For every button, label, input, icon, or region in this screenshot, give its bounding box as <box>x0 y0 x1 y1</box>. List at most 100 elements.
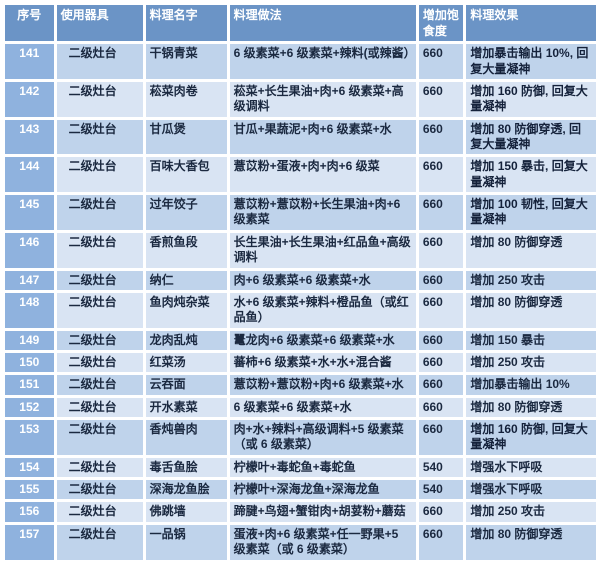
equipment-cell: 二级灶台 <box>56 524 143 560</box>
dish-name-cell: 深海龙鱼脍 <box>145 480 227 500</box>
equipment-cell: 二级灶台 <box>56 502 143 522</box>
table-row: 155 二级灶台 深海龙鱼脍 柠檬叶+深海龙鱼+深海龙鱼 540 增强水下呼吸 <box>5 480 596 500</box>
row-number-cell: 151 <box>5 375 54 395</box>
effect-cell: 增加 80 防御穿透 <box>466 292 596 328</box>
row-number-cell: 149 <box>5 330 54 350</box>
table-row: 150 二级灶台 红菜汤 蕃柿+6 级素菜+水+水+混合酱 660 增加 250 攻击 <box>5 352 596 373</box>
table-row: 141 二级灶台 干锅青菜 6 级素菜+6 级素菜+辣料(或辣酱） 660 增加暴击输出 … <box>5 44 596 79</box>
dish-name-cell: 干锅青菜 <box>145 44 227 79</box>
satiety-cell: 660 <box>418 119 464 155</box>
table-row: 151 二级灶台 云吞面 薏苡粉+薏苡粉+肉+6 级素菜+水 660 增加暴击输出 10% <box>5 375 596 395</box>
table-row: 146 二级灶台 香煎鱼段 长生果油+长生果油+红品鱼+高级调料 660 增加 80 防御… <box>5 232 596 268</box>
row-number-cell: 142 <box>5 81 54 117</box>
table-row: 145 二级灶台 过年饺子 薏苡粉+薏苡粉+长生果油+肉+6 级素菜 660 增加 100… <box>5 195 596 230</box>
header-cell: 料理做法 <box>229 5 416 42</box>
satiety-cell: 660 <box>418 397 464 418</box>
equipment-cell: 二级灶台 <box>56 232 143 268</box>
header-row: 序号 使用器具 料理名字 料理做法 增加饱食度 料理效果 <box>5 5 596 42</box>
effect-cell: 增加 150 暴击 <box>466 330 596 350</box>
recipe-cell: 柠檬叶+毒蛇鱼+毒蛇鱼 <box>229 457 416 478</box>
table-row: 143 二级灶台 甘瓜煲 甘瓜+果蔬泥+肉+6 级素菜+水 660 增加 80 防御穿透,… <box>5 119 596 155</box>
row-number-cell: 147 <box>5 270 54 290</box>
recipe-cell: 薏苡粉+薏苡粉+长生果油+肉+6 级素菜 <box>229 195 416 230</box>
effect-cell: 增强水下呼吸 <box>466 457 596 478</box>
dish-name-cell: 开水素菜 <box>145 397 227 418</box>
row-number-cell: 152 <box>5 397 54 418</box>
recipe-cell: 水+6 级素菜+辣料+橙品鱼（或红品鱼） <box>229 292 416 328</box>
table-row: 156 二级灶台 佛跳墙 蹄腱+鸟翅+蟹钳肉+胡荽粉+蘑菇 660 增加 250 攻击 <box>5 502 596 522</box>
table-row: 149 二级灶台 龙肉乱炖 鼍龙肉+6 级素菜+6 级素菜+水 660 增加 150 暴击 <box>5 330 596 350</box>
equipment-cell: 二级灶台 <box>56 292 143 328</box>
equipment-cell: 二级灶台 <box>56 375 143 395</box>
recipe-cell: 长生果油+长生果油+红品鱼+高级调料 <box>229 232 416 268</box>
recipe-cell: 菘菜+长生果油+肉+6 级素菜+高级调料 <box>229 81 416 117</box>
satiety-cell: 660 <box>418 44 464 79</box>
equipment-cell: 二级灶台 <box>56 420 143 455</box>
satiety-cell: 660 <box>418 352 464 373</box>
row-number-cell: 145 <box>5 195 54 230</box>
equipment-cell: 二级灶台 <box>56 44 143 79</box>
row-number-cell: 143 <box>5 119 54 155</box>
row-number-cell: 157 <box>5 524 54 560</box>
table-row: 152 二级灶台 开水素菜 6 级素菜+6 级素菜+水 660 增加 80 防御穿透 <box>5 397 596 418</box>
equipment-cell: 二级灶台 <box>56 330 143 350</box>
table-row: 154 二级灶台 毒舌鱼脍 柠檬叶+毒蛇鱼+毒蛇鱼 540 增强水下呼吸 <box>5 457 596 478</box>
recipe-cell: 甘瓜+果蔬泥+肉+6 级素菜+水 <box>229 119 416 155</box>
equipment-cell: 二级灶台 <box>56 457 143 478</box>
header-cell: 序号 <box>5 5 54 42</box>
satiety-cell: 660 <box>418 292 464 328</box>
row-number-cell: 146 <box>5 232 54 268</box>
table-row: 148 二级灶台 鱼肉炖杂菜 水+6 级素菜+辣料+橙品鱼（或红品鱼） 660 增加 80… <box>5 292 596 328</box>
dish-name-cell: 毒舌鱼脍 <box>145 457 227 478</box>
header-cell: 使用器具 <box>56 5 143 42</box>
satiety-cell: 660 <box>418 375 464 395</box>
effect-cell: 增加暴击输出 10%, 回复大量凝神 <box>466 44 596 79</box>
effect-cell: 增加 150 暴击, 回复大量凝神 <box>466 157 596 193</box>
dish-name-cell: 香炖兽肉 <box>145 420 227 455</box>
equipment-cell: 二级灶台 <box>56 119 143 155</box>
recipe-cell: 柠檬叶+深海龙鱼+深海龙鱼 <box>229 480 416 500</box>
recipe-cell: 蕃柿+6 级素菜+水+水+混合酱 <box>229 352 416 373</box>
recipe-cell: 薏苡粉+蛋液+肉+肉+6 级菜 <box>229 157 416 193</box>
row-number-cell: 141 <box>5 44 54 79</box>
recipe-cell: 蛋液+肉+6 级素菜+任一野果+5 级素菜（或 6 级素菜） <box>229 524 416 560</box>
dish-name-cell: 菘菜肉卷 <box>145 81 227 117</box>
satiety-cell: 660 <box>418 420 464 455</box>
equipment-cell: 二级灶台 <box>56 270 143 290</box>
header-cell: 增加饱食度 <box>418 5 464 42</box>
dish-name-cell: 佛跳墙 <box>145 502 227 522</box>
row-number-cell: 148 <box>5 292 54 328</box>
effect-cell: 增强水下呼吸 <box>466 480 596 500</box>
recipe-cell: 肉+6 级素菜+6 级素菜+水 <box>229 270 416 290</box>
table-row: 157 二级灶台 一品锅 蛋液+肉+6 级素菜+任一野果+5 级素菜（或 6 级素菜）… <box>5 524 596 560</box>
satiety-cell: 660 <box>418 502 464 522</box>
dish-name-cell: 香煎鱼段 <box>145 232 227 268</box>
row-number-cell: 150 <box>5 352 54 373</box>
effect-cell: 增加 80 防御穿透 <box>466 232 596 268</box>
row-number-cell: 153 <box>5 420 54 455</box>
table-row: 153 二级灶台 香炖兽肉 肉+水+辣料+高级调料+5 级素菜（或 6 级素菜） 660… <box>5 420 596 455</box>
effect-cell: 增加 100 韧性, 回复大量凝神 <box>466 195 596 230</box>
table-row: 142 二级灶台 菘菜肉卷 菘菜+长生果油+肉+6 级素菜+高级调料 660 增加 160… <box>5 81 596 117</box>
effect-cell: 增加 250 攻击 <box>466 502 596 522</box>
effect-cell: 增加暴击输出 10% <box>466 375 596 395</box>
equipment-cell: 二级灶台 <box>56 81 143 117</box>
row-number-cell: 155 <box>5 480 54 500</box>
recipe-cell: 薏苡粉+薏苡粉+肉+6 级素菜+水 <box>229 375 416 395</box>
satiety-cell: 540 <box>418 457 464 478</box>
satiety-cell: 660 <box>418 524 464 560</box>
row-number-cell: 154 <box>5 457 54 478</box>
effect-cell: 增加 80 防御穿透 <box>466 397 596 418</box>
dish-name-cell: 纳仁 <box>145 270 227 290</box>
recipe-cell: 鼍龙肉+6 级素菜+6 级素菜+水 <box>229 330 416 350</box>
satiety-cell: 660 <box>418 270 464 290</box>
equipment-cell: 二级灶台 <box>56 195 143 230</box>
satiety-cell: 660 <box>418 81 464 117</box>
effect-cell: 增加 80 防御穿透, 回复大量凝神 <box>466 119 596 155</box>
table-body: 141 二级灶台 干锅青菜 6 级素菜+6 级素菜+辣料(或辣酱） 660 增加暴击输出 … <box>5 44 596 560</box>
dish-name-cell: 百味大香包 <box>145 157 227 193</box>
effect-cell: 增加 160 防御, 回复大量凝神 <box>466 81 596 117</box>
dish-name-cell: 龙肉乱炖 <box>145 330 227 350</box>
satiety-cell: 660 <box>418 195 464 230</box>
dish-name-cell: 红菜汤 <box>145 352 227 373</box>
